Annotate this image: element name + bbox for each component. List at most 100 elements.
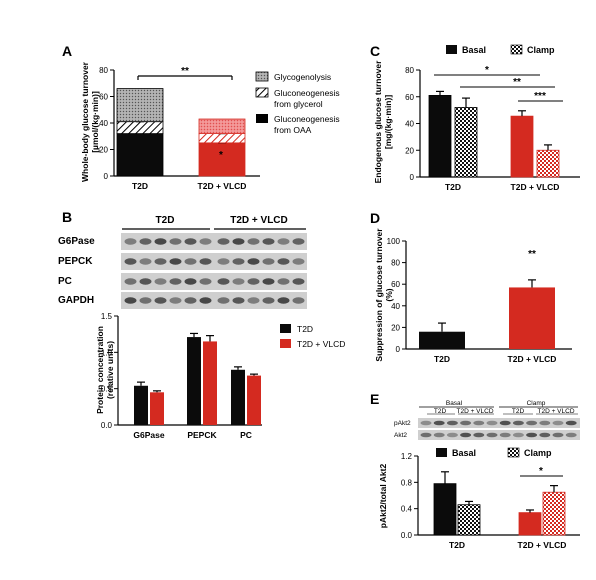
blot-band (124, 297, 137, 304)
blot-band (539, 420, 551, 426)
legend-swatch-glycogenolysis (255, 71, 269, 82)
blot-strip (121, 292, 307, 309)
blot-sub-3: T2D (512, 408, 525, 415)
blot-header-clamp: Clamp (527, 400, 546, 407)
sig-label-a: ** (181, 66, 189, 77)
blot-band (169, 297, 182, 304)
blot-strip (418, 430, 580, 440)
panel-e: E Basal Clamp T2D T2D + VLCD T2D T2D + V… (370, 391, 580, 550)
blot-band (184, 258, 197, 265)
a-y-tick-label: 40 (99, 119, 108, 128)
c-y-tick-label: 20 (405, 146, 414, 155)
b-y-tick-label: 0.5 (101, 385, 113, 394)
sig-label-c-2: ** (513, 77, 521, 88)
c-y-tick-label: 40 (405, 120, 414, 129)
blot-band (124, 258, 137, 265)
blot-sub-1: T2D (434, 408, 447, 415)
blot-band (217, 278, 230, 285)
y-axis-label-b1: Protein concentration (95, 326, 105, 414)
a-y-tick-label: 0 (104, 172, 109, 181)
panel-label-e: E (370, 391, 379, 407)
b-bar-vlcd (203, 341, 217, 425)
blot-band (262, 258, 275, 265)
blot-band (139, 258, 152, 265)
panel-b: B T2D T2D + VLCD G6Pase PEPCK PC GAPDH Prot… (58, 209, 345, 440)
c-x-category-label: T2D (445, 182, 461, 192)
b-bar-vlcd (247, 375, 261, 425)
c-y-tick-label: 60 (405, 93, 414, 102)
a-bar-gluconeogenesis-from-glycerol (198, 133, 246, 144)
c-x-category-label: T2D + VLCD (511, 182, 560, 192)
legend-label-e-basal: Basal (452, 448, 476, 458)
panel-label-c: C (370, 43, 380, 59)
blot-band (247, 297, 260, 304)
d-y-tick-label: 0 (396, 345, 401, 354)
legend-swatch-oaa (256, 114, 268, 123)
y-axis-label-c2: [mg/(kg·min)] (383, 95, 393, 149)
blot-band (565, 420, 577, 426)
western-blot-e (418, 418, 580, 440)
y-axis-label-d2: (%) (384, 288, 394, 301)
blot-band (262, 297, 275, 304)
blot-band (420, 420, 432, 426)
panel-c: C Basal Clamp Endogenous glucose turnove… (370, 43, 580, 192)
d-y-tick-label: 80 (391, 259, 400, 268)
blot-strip (418, 418, 580, 428)
legend-swatch-c-basal (446, 45, 457, 54)
c-bar-basal (510, 115, 534, 178)
blot-band (277, 278, 290, 285)
blot-band (486, 420, 498, 426)
blot-group-vlcd: T2D + VLCD (230, 215, 288, 226)
y-axis-label-a2: [µmol/(kg·min)] (90, 91, 100, 153)
blot-band (124, 278, 137, 285)
blot-band (473, 420, 485, 426)
legend-label-glycogenolysis: Glycogenolysis (274, 72, 331, 82)
b-y-tick-label: 1.5 (101, 312, 113, 321)
panel-label-d: D (370, 210, 380, 226)
legend-swatch-e-basal (436, 448, 447, 457)
blot-band (277, 258, 290, 265)
e-bar-clamp (542, 491, 566, 536)
blot-band (217, 238, 230, 245)
blot-band (565, 432, 577, 438)
legend-swatch-b-t2d (280, 324, 291, 333)
c-bar-clamp (536, 149, 560, 178)
blot-band (199, 238, 212, 245)
blot-row-label-pakt2: pAkt2 (394, 420, 411, 427)
sig-label-c-1: * (485, 65, 489, 76)
e-y-tick-label: 1.2 (401, 452, 413, 461)
blot-band (139, 297, 152, 304)
c-y-tick-label: 0 (410, 173, 415, 182)
blot-band (292, 238, 305, 245)
e-x-category-label: T2D (449, 540, 465, 550)
d-x-category-label: T2D (434, 354, 450, 364)
legend-label-e-clamp: Clamp (524, 448, 552, 458)
d-x-category-label: T2D + VLCD (508, 354, 557, 364)
blot-band (262, 238, 275, 245)
blot-band (232, 258, 245, 265)
legend-swatch-b-vlcd (280, 339, 291, 348)
sig-label-a-bar: * (219, 150, 223, 161)
b-bar-t2d (187, 337, 201, 425)
blot-strip (121, 233, 307, 250)
e-x-category-label: T2D + VLCD (518, 540, 567, 550)
blot-row-label-gapdh: GAPDH (58, 295, 94, 306)
e-bar-basal (518, 512, 542, 536)
c-y-tick-label: 80 (405, 66, 414, 75)
legend-label-oaa: Gluconeogenesis from OAA (274, 114, 340, 135)
a-bar-glycogenolysis (198, 118, 246, 135)
legend-swatch-glycerol (255, 87, 269, 98)
b-bar-t2d (231, 369, 245, 425)
a-y-tick-label: 80 (99, 66, 108, 75)
blot-band (499, 420, 511, 426)
blot-band (526, 420, 538, 426)
panel-a: A Whole-body glucose turnover [µmol/(kg·… (62, 43, 340, 191)
blot-sub-2: T2D + VLCD (456, 408, 493, 415)
sig-label-d: ** (528, 249, 536, 260)
blot-band (154, 258, 167, 265)
bars-e (433, 471, 566, 536)
sig-label-c-3: *** (534, 91, 546, 102)
e-y-tick-label: 0.8 (401, 478, 413, 487)
blot-band (154, 238, 167, 245)
a-x-category-label: T2D (132, 181, 148, 191)
